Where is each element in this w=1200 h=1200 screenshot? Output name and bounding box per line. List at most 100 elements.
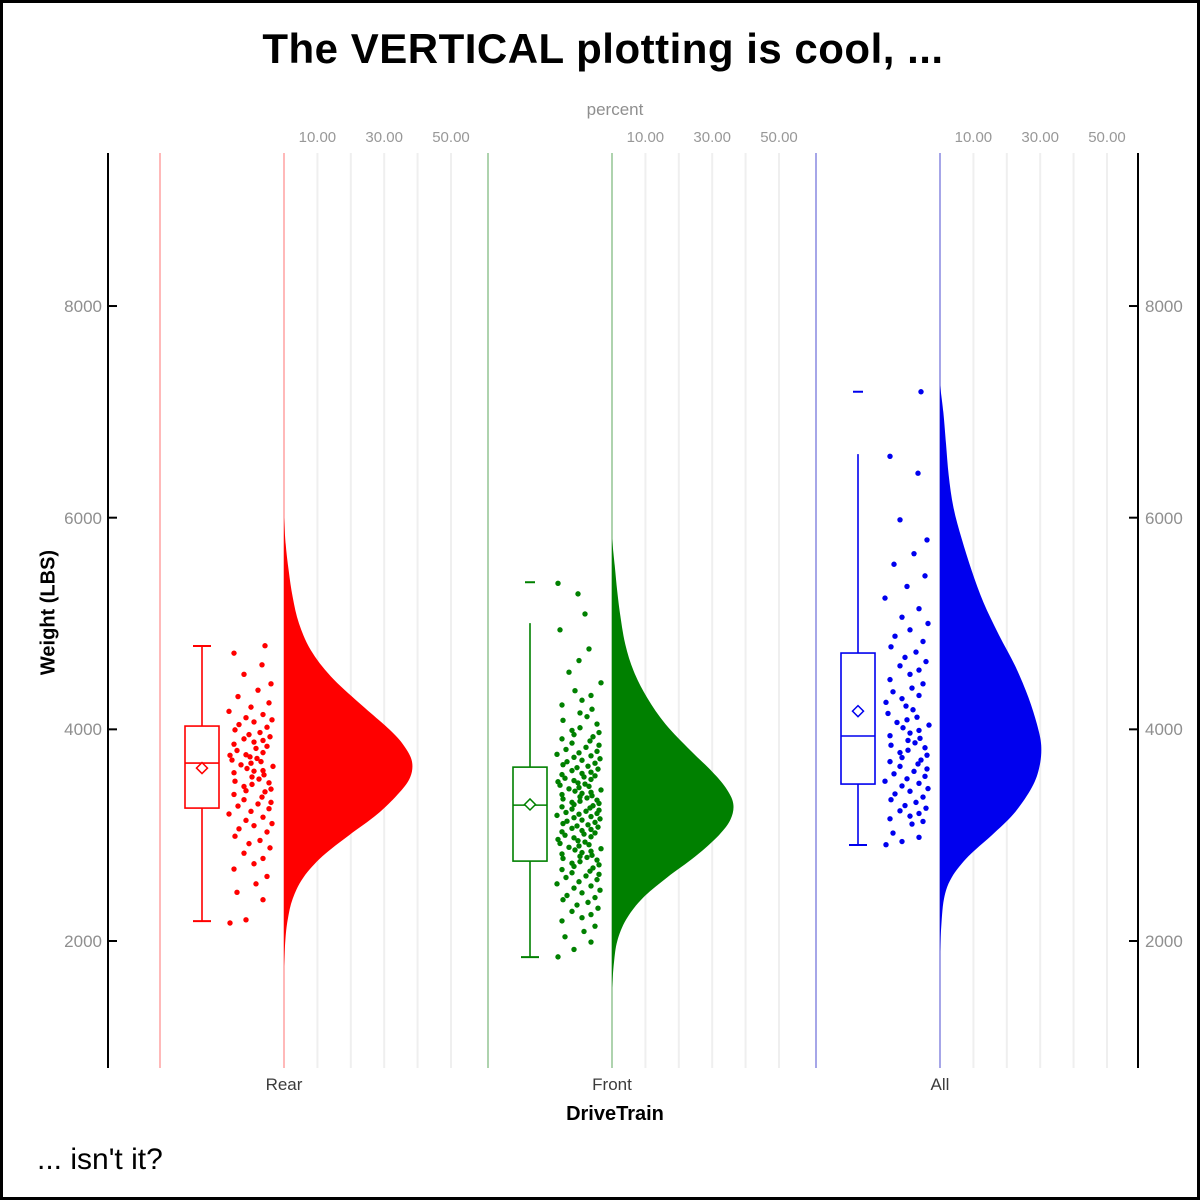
- data-point-front: [569, 825, 575, 831]
- data-point-rear: [235, 803, 241, 809]
- data-point-rear: [232, 833, 238, 839]
- data-point-front: [595, 824, 601, 830]
- data-point-front: [574, 823, 580, 829]
- data-point-front: [588, 692, 594, 699]
- top-axis-label: percent: [586, 100, 644, 119]
- data-point-all: [888, 742, 894, 748]
- data-point-all: [888, 644, 894, 650]
- data-point-front: [559, 866, 565, 873]
- top-axis-tick-label: 30.00: [365, 129, 403, 146]
- data-point-all: [920, 681, 926, 687]
- data-point-front: [559, 702, 565, 708]
- data-point-rear: [227, 920, 233, 926]
- data-point-front: [569, 799, 575, 806]
- category-label-rear: Rear: [265, 1075, 303, 1094]
- data-point-front: [555, 954, 561, 960]
- data-point-front: [582, 781, 588, 787]
- data-point-all: [883, 699, 889, 706]
- data-point-front: [569, 727, 575, 734]
- violin-front: [612, 538, 734, 989]
- data-point-all: [915, 470, 921, 476]
- data-point-rear: [255, 801, 261, 807]
- data-point-all: [900, 725, 906, 731]
- data-point-front: [594, 721, 600, 727]
- data-point-front: [566, 844, 572, 851]
- data-point-front: [576, 657, 582, 664]
- data-point-all: [897, 763, 903, 770]
- data-point-front: [566, 786, 572, 792]
- data-point-all: [916, 605, 922, 612]
- data-point-front: [594, 797, 600, 803]
- data-point-front: [560, 796, 566, 802]
- data-point-front: [569, 740, 575, 746]
- data-point-front: [575, 591, 581, 597]
- data-point-rear: [227, 752, 233, 758]
- data-point-rear: [267, 734, 273, 740]
- data-point-front: [594, 876, 600, 883]
- data-point-rear: [243, 714, 249, 721]
- data-point-front: [569, 767, 575, 774]
- data-point-rear: [235, 693, 241, 700]
- data-point-rear: [264, 873, 270, 880]
- y-tick-label-left: 4000: [64, 720, 102, 740]
- data-point-front: [572, 847, 578, 853]
- data-point-rear: [251, 719, 257, 725]
- data-point-rear: [262, 789, 268, 795]
- data-point-front: [554, 751, 560, 758]
- data-point-front: [588, 883, 594, 889]
- data-point-front: [597, 887, 603, 893]
- data-point-all: [915, 761, 921, 767]
- data-point-front: [563, 874, 569, 881]
- data-point-rear: [243, 752, 249, 758]
- top-axis-tick-label: 10.00: [298, 129, 337, 146]
- data-point-all: [894, 719, 900, 726]
- data-point-rear: [226, 708, 232, 715]
- data-point-front: [571, 815, 577, 821]
- data-point-rear: [253, 745, 259, 752]
- data-point-all: [885, 710, 891, 717]
- data-point-rear: [253, 881, 259, 887]
- data-point-front: [572, 788, 578, 794]
- data-point-rear: [260, 767, 266, 774]
- data-point-rear: [251, 861, 257, 867]
- data-point-all: [922, 573, 928, 579]
- data-point-front: [560, 820, 566, 827]
- data-point-front: [576, 750, 582, 756]
- data-point-front: [560, 717, 566, 724]
- data-point-rear: [266, 780, 272, 786]
- data-point-front: [571, 754, 577, 760]
- data-point-rear: [231, 791, 237, 798]
- data-point-rear: [243, 788, 249, 794]
- data-point-all: [899, 614, 905, 620]
- chart-title: The VERTICAL plotting is cool, ...: [262, 25, 944, 72]
- data-point-front: [596, 871, 602, 878]
- data-point-front: [581, 928, 587, 935]
- data-point-rear: [232, 727, 238, 733]
- data-point-front: [583, 744, 589, 751]
- data-point-rear: [246, 731, 252, 738]
- data-point-rear: [241, 850, 247, 856]
- data-point-front: [566, 669, 572, 675]
- data-point-front: [579, 817, 585, 823]
- data-point-all: [882, 778, 888, 784]
- data-point-front: [592, 830, 598, 836]
- data-point-front: [582, 839, 588, 845]
- data-point-all: [890, 830, 896, 836]
- data-point-rear: [249, 774, 255, 780]
- data-point-front: [576, 784, 582, 791]
- data-point-front: [579, 770, 585, 777]
- data-point-rear: [257, 837, 263, 844]
- data-point-front: [564, 759, 570, 765]
- data-point-front: [576, 879, 582, 885]
- data-point-all: [899, 695, 905, 702]
- top-axis-tick-label: 50.00: [760, 129, 798, 146]
- data-point-rear: [257, 729, 263, 736]
- y-tick-label-right: 4000: [1145, 720, 1183, 740]
- violin-all: [940, 385, 1042, 952]
- data-point-front: [559, 829, 565, 835]
- data-point-front: [586, 646, 592, 652]
- data-point-front: [569, 806, 575, 812]
- data-point-rear: [248, 808, 254, 815]
- data-point-front: [576, 811, 582, 817]
